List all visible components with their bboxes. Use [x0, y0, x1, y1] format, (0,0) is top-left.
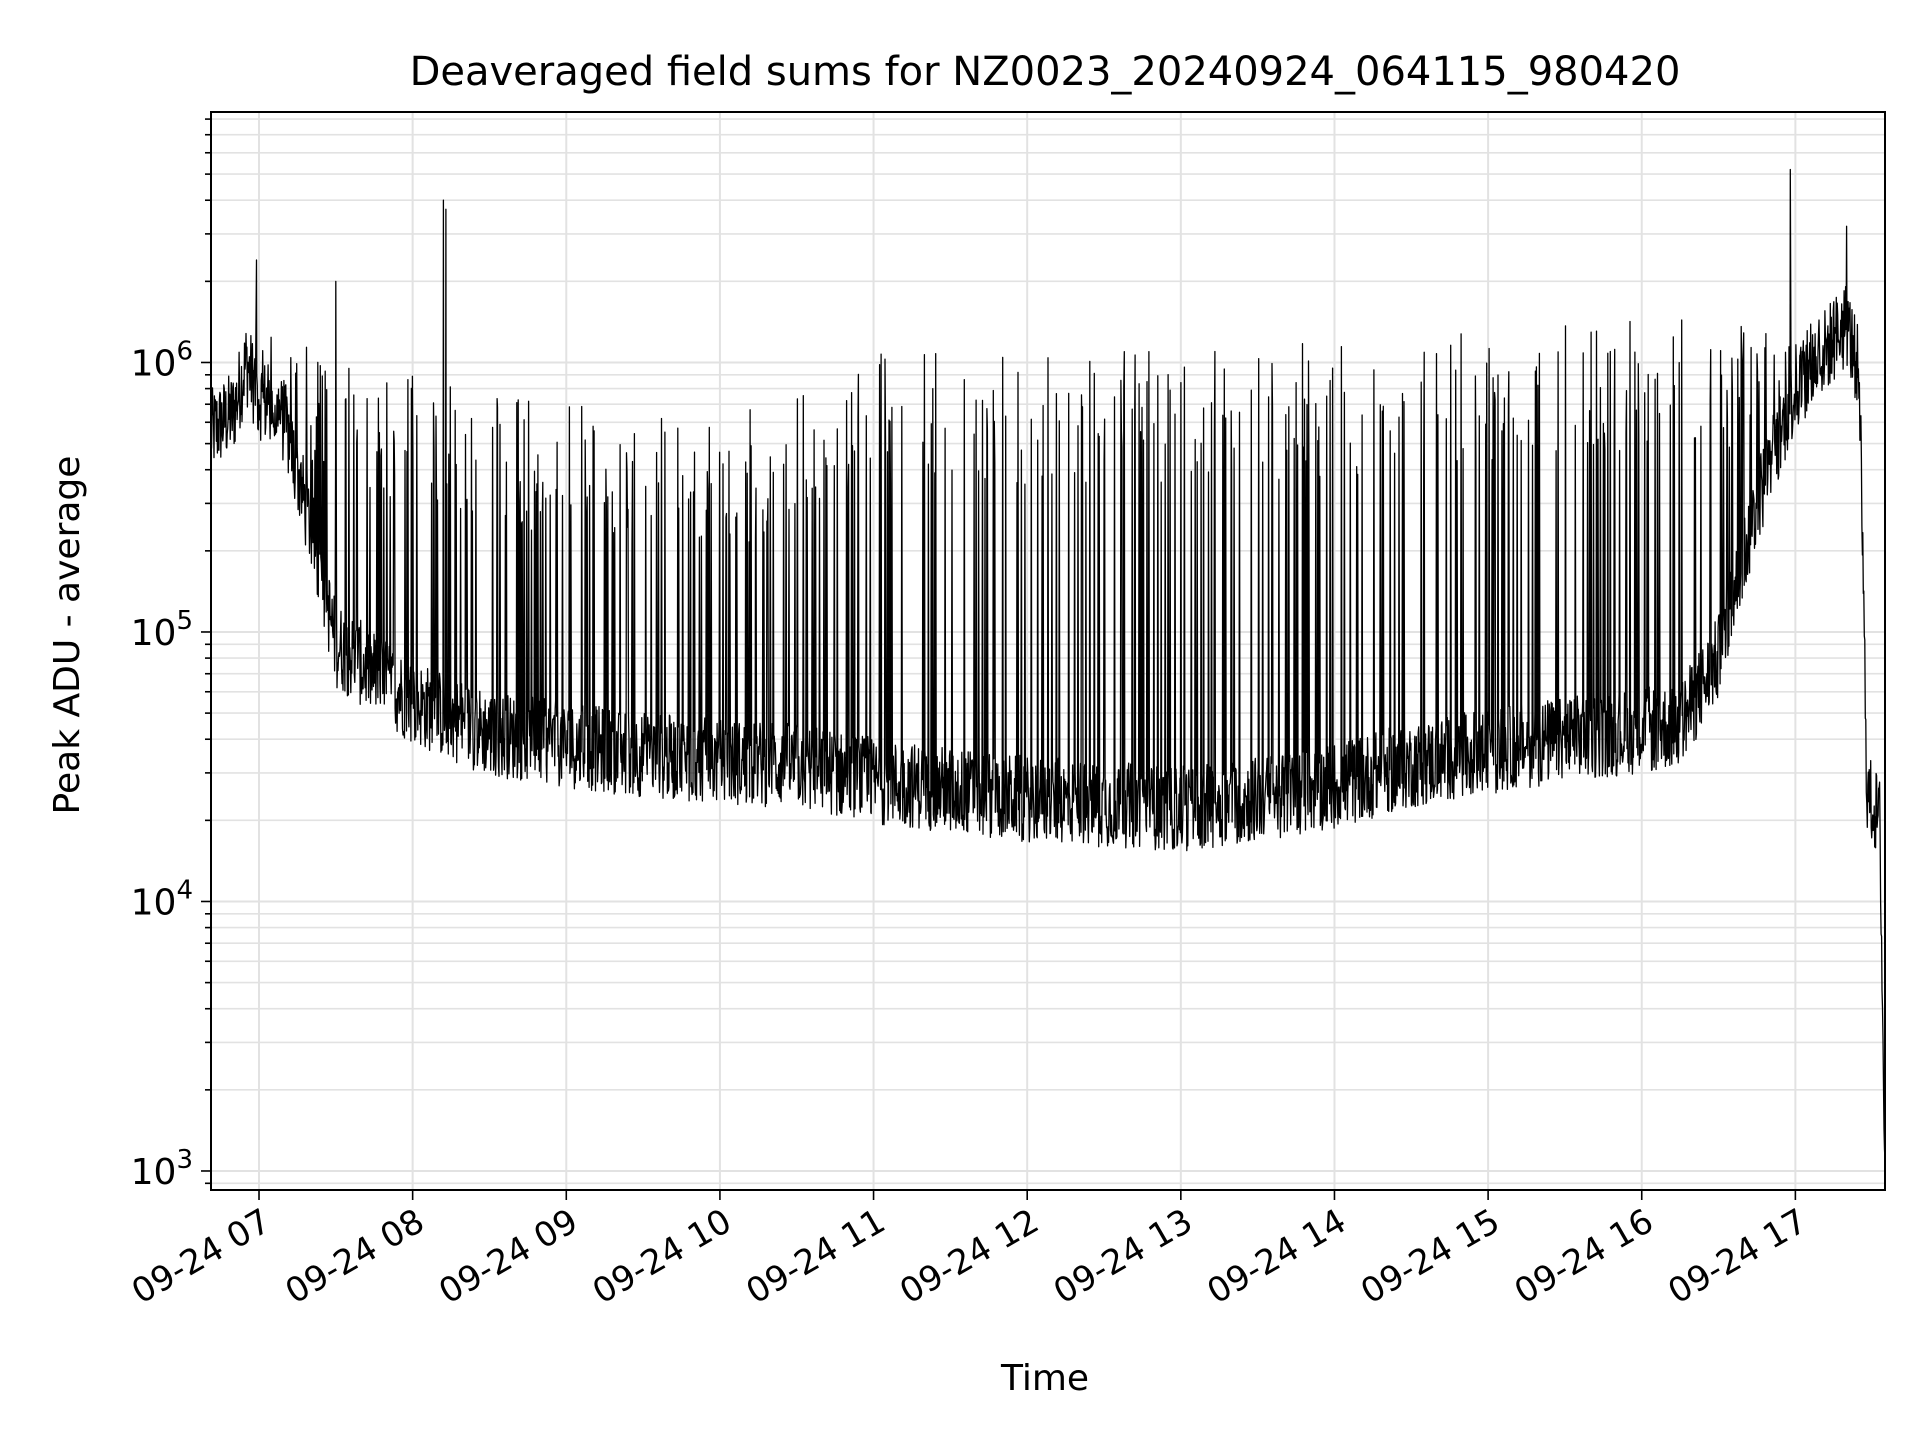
chart-title: Deaveraged field sums for NZ0023_2024092… [410, 49, 1681, 95]
x-tick-label: 09-24 12 [893, 1201, 1045, 1312]
y-tick-label: 103 [131, 1145, 193, 1193]
x-tick-label: 09-24 08 [279, 1201, 431, 1312]
x-tick-label: 09-24 16 [1508, 1201, 1660, 1312]
y-tick-label: 105 [131, 606, 193, 654]
x-axis-label: Time [1000, 1358, 1089, 1399]
x-tick-label: 09-24 11 [740, 1201, 892, 1312]
x-tick-label: 09-24 09 [432, 1201, 584, 1312]
y-tick-label: 104 [131, 875, 193, 923]
x-tick-label: 09-24 07 [125, 1201, 277, 1312]
x-tick-label: 09-24 15 [1354, 1201, 1506, 1312]
x-tick-label: 09-24 10 [586, 1201, 738, 1312]
x-tick-label: 09-24 14 [1201, 1201, 1353, 1312]
data-series [210, 168, 1886, 1161]
x-tick-label: 09-24 17 [1661, 1201, 1813, 1312]
y-axis-label: Peak ADU - average [47, 456, 88, 815]
y-tick-label: 106 [131, 336, 193, 384]
series-line [210, 168, 1886, 1161]
plot-frame [210, 111, 1886, 1191]
x-tick-label: 09-24 13 [1047, 1201, 1199, 1312]
